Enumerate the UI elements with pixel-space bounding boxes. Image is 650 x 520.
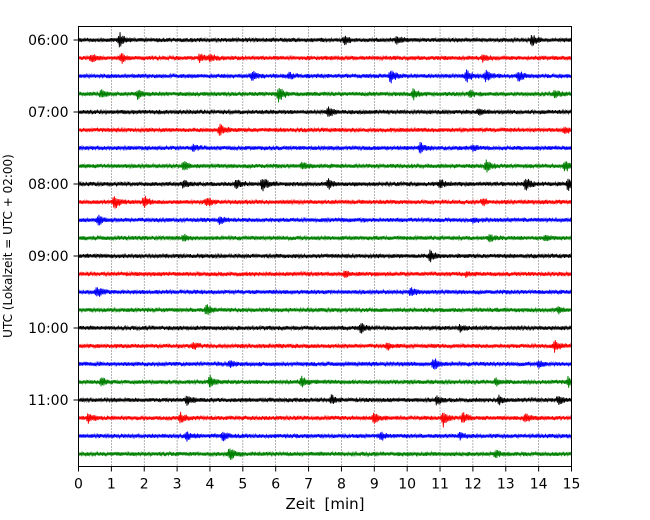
x-tick-label-2: 2 — [140, 477, 149, 493]
trace-1000 — [78, 323, 572, 334]
trace-1130 — [78, 431, 572, 442]
x-tick-label-12: 12 — [464, 477, 482, 493]
trace-1145 — [78, 448, 572, 461]
trace-0930 — [78, 287, 572, 297]
y-tick-label-0600: 06:00 — [28, 33, 68, 49]
x-tick-label-1: 1 — [107, 477, 116, 493]
trace-0730 — [78, 141, 572, 154]
trace-0645 — [78, 87, 572, 103]
x-tick-label-4: 4 — [206, 477, 215, 493]
x-tick-label-6: 6 — [271, 477, 280, 493]
x-axis-ticks: 0 1 2 3 4 5 6 7 8 9 10 11 12 13 14 15 — [74, 466, 581, 493]
trace-0945 — [78, 304, 572, 316]
y-axis-ticks: 06:00 07:00 08:00 09:00 10:00 11:00 — [28, 33, 79, 409]
trace-0900 — [78, 249, 572, 263]
trace-1100 — [78, 394, 572, 406]
trace-0745 — [78, 159, 572, 173]
x-tick-label-9: 9 — [370, 477, 379, 493]
trace-0630 — [78, 69, 572, 84]
trace-0615 — [78, 53, 572, 64]
x-tick-label-0: 0 — [74, 477, 83, 493]
y-axis-label: UTC (Lokalzeit = UTC + 02:00) — [1, 154, 15, 338]
trace-0915 — [78, 270, 572, 278]
x-tick-label-10: 10 — [398, 477, 416, 493]
y-tick-label-1000: 10:00 — [28, 321, 68, 337]
trace-0800 — [78, 178, 572, 192]
x-tick-label-15: 15 — [563, 477, 581, 493]
x-tick-label-11: 11 — [431, 477, 449, 493]
trace-1115 — [78, 411, 572, 428]
y-tick-label-0900: 09:00 — [28, 249, 68, 265]
trace-1015 — [78, 339, 572, 353]
seismic-traces — [78, 32, 572, 461]
x-tick-label-14: 14 — [530, 477, 548, 493]
trace-0815 — [78, 195, 572, 209]
x-tick-label-5: 5 — [238, 477, 247, 493]
x-tick-label-7: 7 — [304, 477, 313, 493]
x-axis-label: Zeit [min] — [285, 495, 364, 513]
plot-frame — [78, 26, 572, 467]
x-tick-label-3: 3 — [173, 477, 182, 493]
grid — [111, 26, 539, 467]
x-tick-label-8: 8 — [337, 477, 346, 493]
trace-0715 — [78, 123, 572, 136]
trace-0700 — [78, 106, 572, 117]
trace-0845 — [78, 233, 572, 243]
y-tick-label-0800: 08:00 — [28, 177, 68, 193]
trace-1045 — [78, 374, 572, 388]
y-tick-label-0700: 07:00 — [28, 105, 68, 121]
x-tick-label-13: 13 — [497, 477, 515, 493]
y-tick-label-1100: 11:00 — [28, 393, 68, 409]
trace-0830 — [78, 214, 572, 226]
trace-1030 — [78, 358, 572, 370]
trace-0600 — [78, 32, 572, 48]
